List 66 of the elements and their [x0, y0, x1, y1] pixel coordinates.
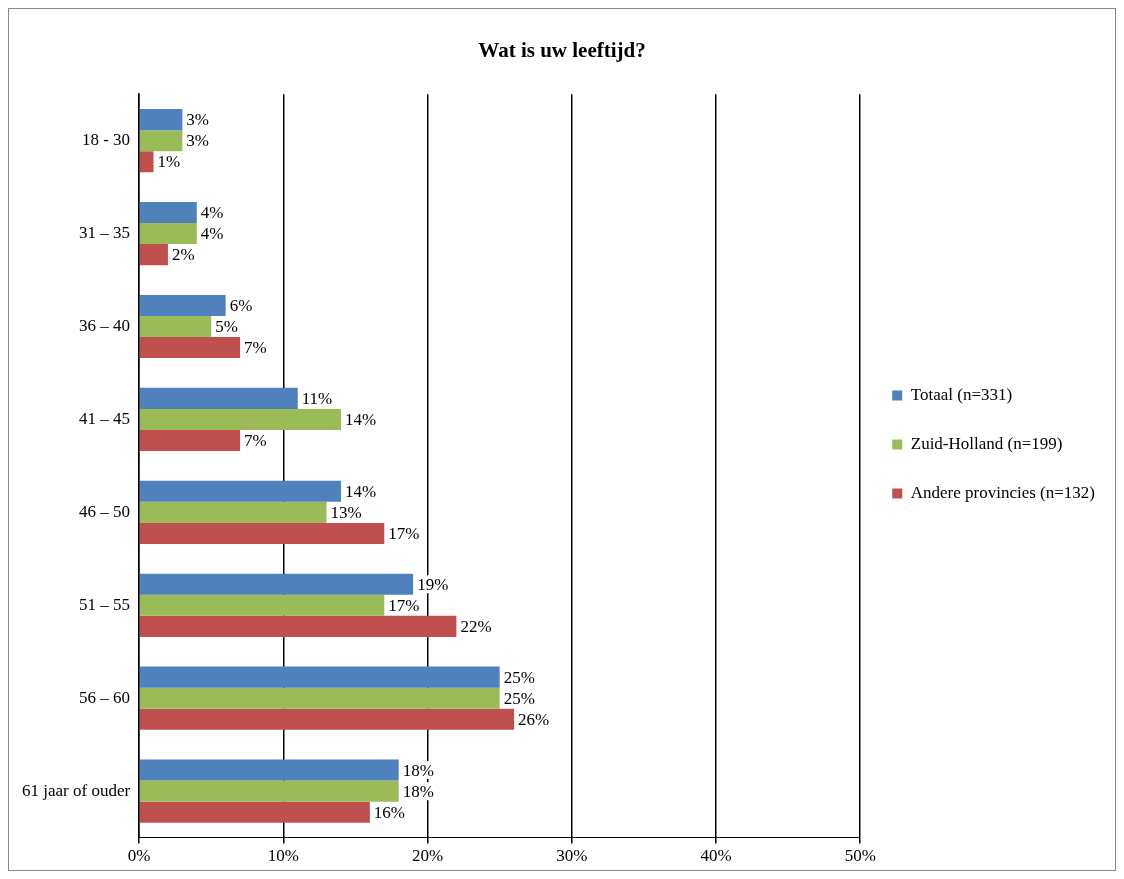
data-label: 16%	[373, 802, 406, 822]
data-label: 1%	[157, 152, 181, 172]
x-tick-label: 50%	[844, 846, 876, 866]
legend-label: Zuid-Holland (n=199)	[910, 433, 1063, 453]
bar	[139, 408, 342, 430]
bar	[139, 573, 414, 595]
data-label: 18%	[402, 760, 434, 780]
bar	[139, 387, 298, 409]
y-tick-label: 56 – 60	[79, 687, 131, 707]
data-label: 17%	[388, 523, 420, 543]
chart-title: Wat is uw leeftijd?	[478, 38, 646, 63]
bar	[139, 223, 197, 245]
data-label: 19%	[417, 574, 449, 594]
bar	[139, 294, 226, 316]
x-tick-label: 30%	[556, 846, 588, 866]
bar	[139, 315, 212, 338]
x-tick-label: 20%	[411, 846, 444, 866]
data-label: 7%	[244, 430, 267, 450]
bar	[139, 130, 183, 152]
x-tick-label: 0%	[127, 846, 151, 866]
y-tick-label: 31 – 35	[79, 223, 131, 243]
data-label: 6%	[229, 295, 253, 315]
y-tick-label: 41 – 45	[79, 408, 131, 428]
y-tick-label: 46 – 50	[79, 501, 131, 521]
data-label: 4%	[200, 224, 224, 244]
x-tick-label: 10%	[267, 846, 299, 866]
bar	[139, 666, 500, 688]
data-label: 11%	[301, 388, 333, 408]
bar	[139, 337, 241, 359]
data-label: 25%	[503, 688, 535, 708]
bar	[139, 429, 241, 452]
legend-label: Totaal (n=331)	[910, 384, 1013, 404]
bar	[139, 522, 385, 544]
data-label: 22%	[460, 616, 492, 636]
data-label: 14%	[345, 409, 377, 429]
data-label: 3%	[186, 131, 210, 151]
data-label: 13%	[330, 502, 362, 522]
y-tick-label: 18 - 30	[81, 130, 131, 150]
bar	[139, 687, 500, 709]
data-label: 2%	[171, 245, 195, 265]
x-tick-label: 40%	[700, 846, 732, 866]
data-label: 3%	[186, 110, 210, 130]
bar	[139, 780, 399, 802]
data-label: 7%	[244, 338, 267, 358]
data-label: 26%	[518, 709, 550, 729]
bar	[139, 109, 183, 131]
bar	[139, 708, 515, 730]
legend-label: Andere provincies (n=132)	[910, 482, 1096, 502]
bar	[139, 244, 168, 266]
bar	[139, 594, 385, 616]
data-label: 18%	[402, 781, 434, 801]
data-label: 5%	[215, 316, 238, 336]
data-label: 25%	[503, 667, 535, 687]
y-tick-label: 36 – 40	[79, 315, 131, 335]
data-label: 4%	[200, 202, 224, 222]
bar	[139, 501, 327, 523]
data-label: 14%	[345, 481, 377, 501]
y-tick-label: 51 – 55	[79, 594, 131, 614]
bar	[139, 480, 342, 502]
y-tick-label: 61 jaar of ouder	[22, 780, 131, 800]
bar	[139, 801, 370, 823]
bar	[139, 201, 197, 224]
bar	[139, 759, 399, 781]
data-label: 17%	[388, 595, 420, 615]
bar	[139, 615, 457, 637]
bar	[139, 151, 154, 173]
